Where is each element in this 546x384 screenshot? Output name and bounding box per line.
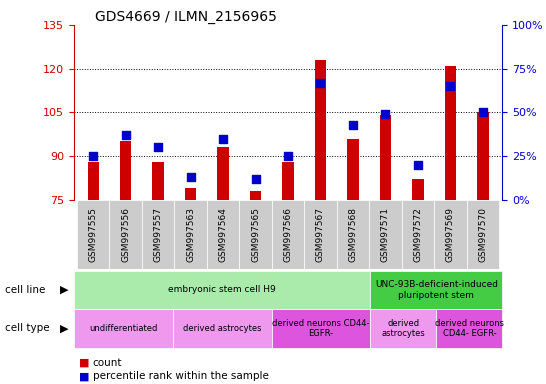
Text: GSM997555: GSM997555 bbox=[88, 207, 98, 262]
Text: GSM997570: GSM997570 bbox=[478, 207, 488, 262]
Text: GDS4669 / ILMN_2156965: GDS4669 / ILMN_2156965 bbox=[95, 10, 277, 24]
Point bbox=[251, 175, 260, 182]
Bar bbox=[77, 200, 109, 269]
Text: cell type: cell type bbox=[5, 323, 50, 333]
Bar bbox=[282, 162, 294, 200]
Bar bbox=[239, 200, 272, 269]
Bar bbox=[380, 115, 391, 200]
Text: GSM997569: GSM997569 bbox=[446, 207, 455, 262]
Bar bbox=[402, 200, 434, 269]
Point bbox=[348, 121, 357, 127]
Point bbox=[121, 132, 130, 138]
Bar bbox=[173, 309, 271, 348]
Bar bbox=[87, 162, 99, 200]
Point bbox=[446, 83, 455, 89]
Point bbox=[219, 136, 228, 142]
Bar bbox=[152, 162, 164, 200]
Bar bbox=[412, 179, 424, 200]
Point bbox=[381, 111, 390, 117]
Text: GSM997565: GSM997565 bbox=[251, 207, 260, 262]
Text: GSM997556: GSM997556 bbox=[121, 207, 130, 262]
Bar bbox=[109, 200, 142, 269]
Point bbox=[284, 153, 293, 159]
Bar bbox=[369, 200, 402, 269]
Bar bbox=[271, 309, 370, 348]
Bar bbox=[142, 200, 174, 269]
Bar bbox=[74, 271, 370, 309]
Text: derived astrocytes: derived astrocytes bbox=[183, 324, 262, 333]
Bar bbox=[370, 309, 436, 348]
Point bbox=[186, 174, 195, 180]
Bar bbox=[347, 139, 359, 200]
Text: GSM997557: GSM997557 bbox=[153, 207, 163, 262]
Bar bbox=[272, 200, 304, 269]
Text: undifferentiated: undifferentiated bbox=[89, 324, 157, 333]
Bar bbox=[477, 112, 489, 200]
Text: UNC-93B-deficient-induced
pluripotent stem: UNC-93B-deficient-induced pluripotent st… bbox=[375, 280, 498, 300]
Point bbox=[89, 153, 98, 159]
Text: ■: ■ bbox=[79, 371, 90, 381]
Point bbox=[413, 162, 422, 168]
Text: derived neurons CD44-
EGFR-: derived neurons CD44- EGFR- bbox=[272, 319, 370, 338]
Text: embryonic stem cell H9: embryonic stem cell H9 bbox=[168, 285, 276, 295]
Text: count: count bbox=[93, 358, 122, 368]
Text: GSM997564: GSM997564 bbox=[218, 207, 228, 262]
Text: percentile rank within the sample: percentile rank within the sample bbox=[93, 371, 269, 381]
Text: ■: ■ bbox=[79, 358, 90, 368]
Bar bbox=[174, 200, 207, 269]
Text: GSM997566: GSM997566 bbox=[283, 207, 293, 262]
Bar bbox=[436, 309, 502, 348]
Bar bbox=[207, 200, 239, 269]
Point bbox=[478, 109, 487, 115]
Text: ▶: ▶ bbox=[60, 285, 68, 295]
Point bbox=[316, 79, 325, 86]
Bar bbox=[120, 141, 132, 200]
Bar bbox=[434, 200, 467, 269]
Text: GSM997571: GSM997571 bbox=[381, 207, 390, 262]
Bar bbox=[337, 200, 369, 269]
Text: GSM997568: GSM997568 bbox=[348, 207, 358, 262]
Bar bbox=[370, 271, 502, 309]
Bar bbox=[467, 200, 499, 269]
Bar bbox=[444, 66, 456, 200]
Text: GSM997567: GSM997567 bbox=[316, 207, 325, 262]
Bar bbox=[304, 200, 337, 269]
Text: cell line: cell line bbox=[5, 285, 46, 295]
Text: GSM997563: GSM997563 bbox=[186, 207, 195, 262]
Bar bbox=[185, 188, 196, 200]
Point bbox=[154, 144, 163, 151]
Text: ▶: ▶ bbox=[60, 323, 68, 333]
Text: derived neurons
CD44- EGFR-: derived neurons CD44- EGFR- bbox=[435, 319, 504, 338]
Text: derived
astrocytes: derived astrocytes bbox=[382, 319, 425, 338]
Text: GSM997572: GSM997572 bbox=[413, 207, 423, 262]
Bar bbox=[74, 309, 173, 348]
Bar bbox=[250, 191, 261, 200]
Bar bbox=[217, 147, 229, 200]
Bar bbox=[315, 60, 326, 200]
